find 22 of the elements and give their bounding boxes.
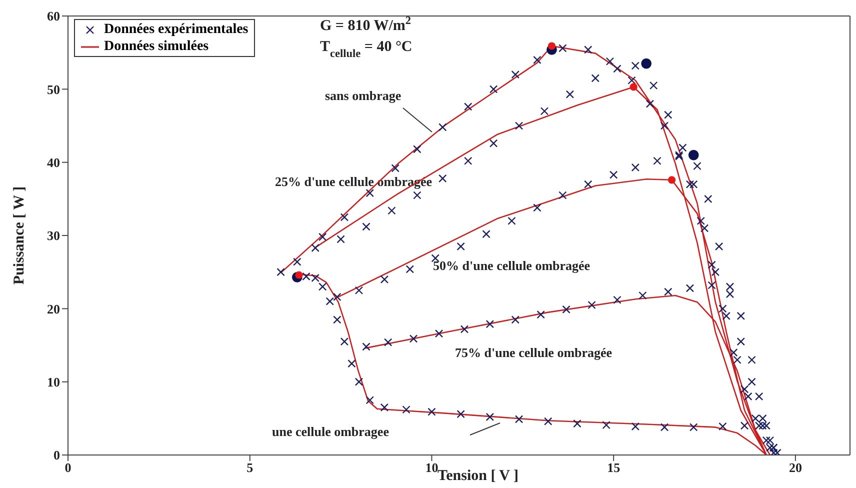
y-tick-label: 30 xyxy=(47,228,60,244)
y-tick-label: 20 xyxy=(47,301,60,316)
annotation: une cellule ombragee xyxy=(272,424,390,439)
y-tick-label: 10 xyxy=(47,374,60,390)
annotation: G = 810 W/m$^{2}$ xyxy=(320,15,412,34)
y-axis-title: Puissance [ W ] xyxy=(11,186,28,285)
y-tick-label: 50 xyxy=(47,82,60,97)
annotation: T$_{cellule}$ = 40 °C xyxy=(320,39,412,60)
annotation: 75% d'une cellule ombragée xyxy=(455,345,612,360)
annotation: 50% d'une cellule ombragée xyxy=(433,258,590,273)
legend-label: Données expérimentales xyxy=(104,21,248,38)
x-tick-label: 20 xyxy=(788,460,802,476)
x-tick-label: 15 xyxy=(607,460,621,476)
y-tick-label: 40 xyxy=(47,154,60,170)
legend-label: Données simulées xyxy=(104,38,209,55)
x-axis-title: Tension [ V ] xyxy=(437,468,519,484)
x-tick-label: 5 xyxy=(246,460,254,476)
y-tick-label: 60 xyxy=(47,8,60,24)
y-tick-label: 0 xyxy=(54,448,60,463)
annotation: sans ombrage xyxy=(325,88,402,103)
x-tick-label: 10 xyxy=(425,460,438,476)
x-tick-label: 0 xyxy=(64,460,72,476)
